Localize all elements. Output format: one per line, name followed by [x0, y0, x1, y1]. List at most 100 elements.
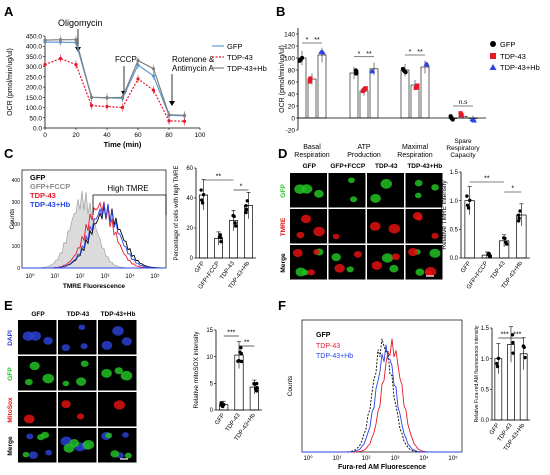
category-b-atp-2: Production [347, 152, 381, 159]
y-tick-label-a: 50.0 [29, 115, 42, 122]
data-point [244, 210, 248, 215]
y-tick-label-c: 0 [17, 266, 20, 272]
panel-c-tmre-flow: Counts TMRE Fluorescence 10⁰ 10¹ 10² 10³ 10⁴ 10… [9, 166, 256, 291]
cell-blob [431, 184, 439, 191]
data-point [217, 235, 222, 239]
y-tick-label-b: 140 [284, 31, 295, 38]
data-point [105, 104, 109, 109]
y-tick-label: 0 [190, 256, 194, 262]
data-point [167, 113, 171, 117]
column-header: TDP-43+Hb [101, 311, 136, 318]
image-grid-d: GFP GFP+FCCP TDP-43 TDP-43+Hb GFP TMRE Merge [280, 163, 443, 280]
data-point [200, 198, 204, 202]
x-tick-label-a: 0 [43, 132, 47, 139]
data-point [182, 119, 187, 123]
legend-b-gfp-marker [490, 41, 496, 47]
column-header: GFP+FCCP [330, 163, 366, 170]
cell-blob [332, 233, 340, 240]
cell-blob [62, 380, 70, 387]
cell-blob [101, 368, 112, 378]
panel-label-a: A [4, 4, 14, 19]
annotation-fccp: FCCP [115, 55, 137, 64]
chart-b-plot: -20 0 20 40 60 80 100 120 140 OCR (pmol/min/ug/ul… [279, 28, 486, 134]
data-point [516, 213, 521, 217]
cell-blob [82, 439, 95, 450]
bar [297, 57, 307, 119]
cell-blob [78, 324, 86, 331]
data-point [504, 242, 509, 246]
legend-f-tdp43: TDP-43 [316, 343, 340, 350]
category-b-spare-3: Capacity [450, 152, 476, 159]
micrograph-tile [98, 320, 137, 355]
data-point [199, 188, 203, 192]
data-point [254, 381, 259, 386]
data-point [415, 83, 420, 88]
y-axis-label: Relative mitoSOX intensity [193, 331, 200, 409]
data-point [239, 359, 244, 364]
y-tick-label-a: 300.0 [26, 64, 43, 71]
panel-f-fura-red: Counts Fura-red AM Fluorescence 10⁰ 10¹ 10² 1… [287, 319, 530, 471]
data-point [308, 76, 313, 81]
data-point [58, 38, 63, 42]
legend-c-gfp: GFP [30, 173, 45, 182]
data-point [522, 345, 526, 350]
legend-a-tdp43: TDP-43 [227, 53, 253, 62]
micrograph-tile [328, 173, 366, 208]
data-point [495, 361, 499, 366]
column-header: GFP [303, 163, 317, 170]
cell-blob [26, 433, 34, 440]
cell-blob [101, 340, 113, 350]
cell-blob [424, 266, 437, 277]
micrograph-tile [18, 392, 57, 427]
cell-blob [313, 226, 325, 237]
sig-label: ** [484, 176, 490, 183]
cell-blob [122, 432, 129, 438]
y-tick-label-c: 200 [12, 222, 21, 228]
category-b-atp-1: ATP [357, 144, 370, 151]
series-line-0 [45, 41, 185, 117]
data-point [517, 216, 521, 221]
cell-blob [370, 193, 381, 203]
row-label: GFP [7, 367, 14, 381]
data-point [511, 351, 515, 355]
annotation-antimycin: Antimycin A [172, 64, 214, 73]
sig-label: * [240, 184, 243, 191]
data-point [136, 58, 140, 63]
micrograph-tile [18, 356, 57, 391]
x-tick-label-c: 10⁵ [150, 273, 160, 280]
y-tick-label: 5 [210, 382, 214, 388]
x-tick-label-f: 10¹ [333, 456, 342, 462]
data-point [234, 224, 238, 228]
data-point [136, 77, 140, 81]
data-point [255, 385, 259, 390]
panel-label-c: C [4, 146, 14, 161]
y-axis-label: Relative Fura-red AM fluorescence intens… [474, 325, 480, 422]
cell-blob [414, 192, 422, 199]
cell-blob [110, 450, 120, 458]
data-point [233, 221, 237, 225]
data-point [201, 192, 206, 197]
y-tick-label: 1.5 [481, 326, 490, 332]
data-point [89, 95, 94, 99]
y-tick-label-b: 80 [288, 67, 296, 74]
chart-c-bar: 0 20 40 60 Percentage of cells with high TMR… [174, 166, 256, 291]
data-point [167, 119, 171, 123]
row-label: Merge [280, 253, 287, 273]
data-point [182, 113, 187, 117]
annotation-rotenone: Rotenone & [172, 55, 215, 64]
data-point [459, 113, 464, 118]
y-tick-label-a: 0.0 [33, 126, 42, 133]
data-point [239, 346, 243, 350]
y-tick-label-b: -20 [286, 127, 296, 134]
x-tick-label: GFP [460, 261, 472, 275]
cell-blob [22, 451, 30, 458]
y-tick-label-b: 40 [288, 91, 296, 98]
y-axis-label-a: OCR (pmol/min/ug/ul) [7, 48, 14, 116]
cell-blob [112, 326, 124, 336]
micrograph-tile [290, 209, 327, 244]
x-tick-label-c: 10⁴ [125, 273, 135, 280]
data-point [496, 356, 501, 361]
data-point [200, 201, 205, 205]
cell-blob [431, 232, 439, 239]
